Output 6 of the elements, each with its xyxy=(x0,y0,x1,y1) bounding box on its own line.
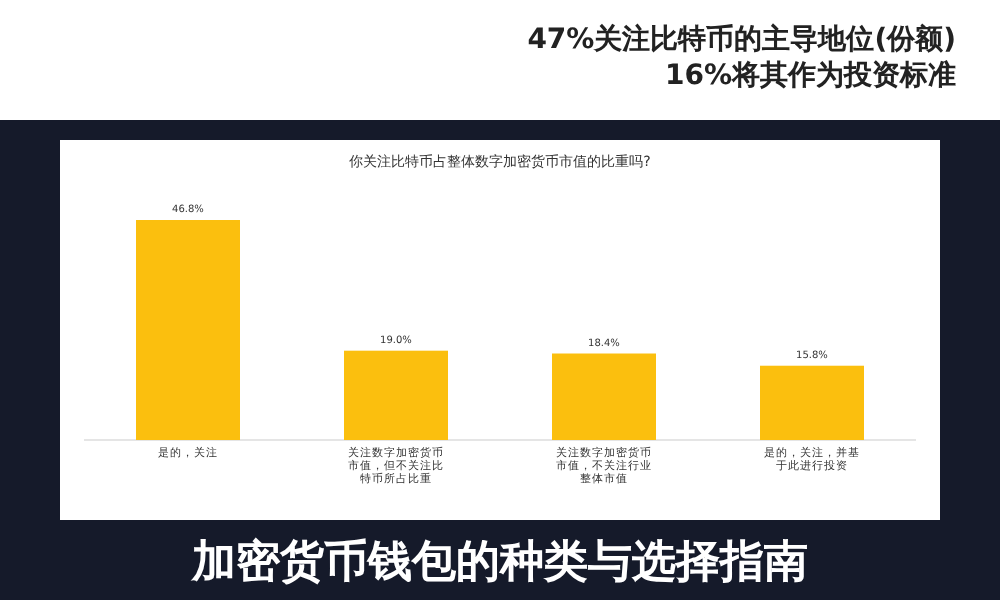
text: 加密货币钱包的种类与选择指南 xyxy=(190,536,808,588)
chart-subtitle: 47%关注比特币的主导地位(份额) 16%将其作为投资标准 xyxy=(527,22,956,92)
bar xyxy=(344,350,448,440)
bar xyxy=(136,220,240,440)
bar xyxy=(552,353,656,440)
bar xyxy=(760,365,864,440)
